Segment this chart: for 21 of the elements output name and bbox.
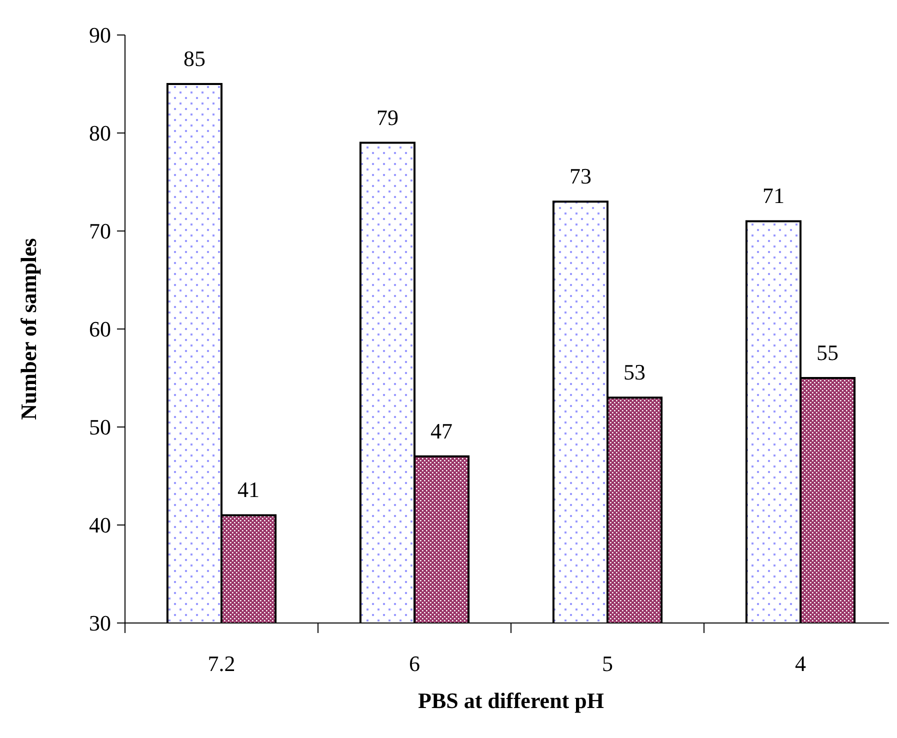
y-tick-label: 60 [89, 316, 111, 342]
y-tick-label: 80 [89, 120, 111, 146]
y-tick-label: 90 [89, 22, 111, 48]
data-label: 55 [816, 340, 839, 365]
y-axis-title: Number of samples [16, 238, 41, 420]
y-tick-label: 50 [89, 414, 111, 440]
data-label: 47 [430, 418, 453, 444]
data-label: 79 [376, 104, 398, 130]
data-label: 41 [238, 477, 260, 502]
data-label: 85 [183, 46, 206, 71]
x-tick-label: 6 [409, 651, 420, 676]
x-tick-label: 5 [602, 651, 613, 676]
data-label: 53 [624, 360, 646, 385]
x-tick-label: 7.2 [208, 651, 236, 676]
y-tick-label: 40 [89, 512, 111, 538]
data-label: 71 [762, 183, 784, 208]
y-tick-label: 70 [89, 218, 111, 244]
data-label: 73 [569, 164, 592, 189]
x-tick-label: 4 [795, 651, 806, 676]
x-axis-title: PBS at different pH [418, 688, 604, 713]
y-tick-label: 30 [89, 610, 111, 636]
